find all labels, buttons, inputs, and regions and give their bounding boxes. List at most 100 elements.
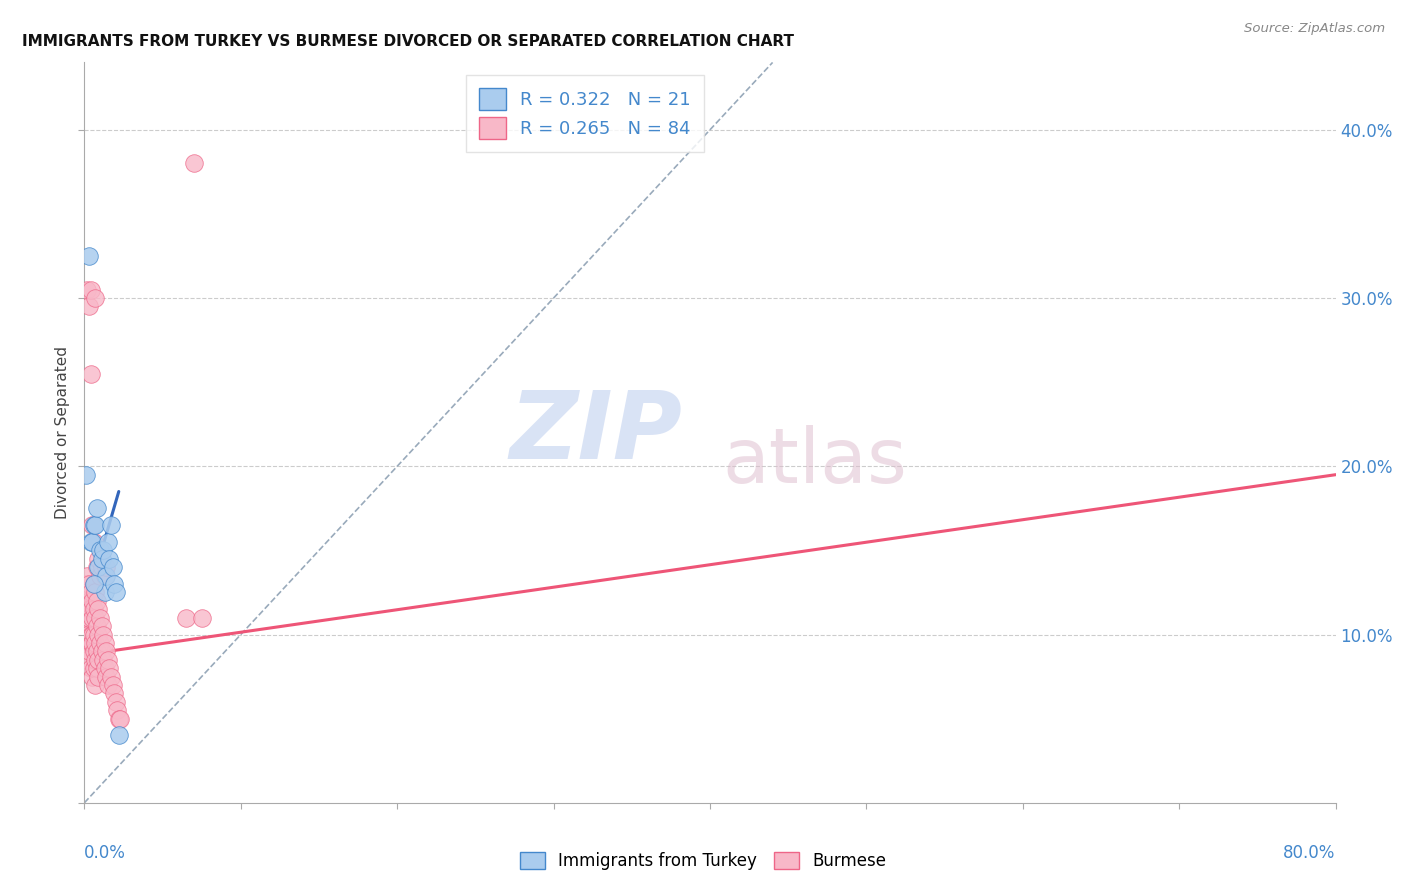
Point (77, 594, 100, 608)
Point (77, 249, 100, 263)
Point (89, 543, 111, 558)
Point (89, 610, 111, 624)
Point (76, 585, 98, 599)
Point (83, 644, 105, 658)
Point (84, 653, 107, 667)
Point (100, 670, 122, 684)
Point (86, 560, 108, 574)
Point (93, 585, 115, 599)
Point (76, 627, 98, 641)
Point (79, 367, 101, 381)
Point (86, 501, 108, 516)
Point (174, 610, 197, 624)
Point (76, 653, 98, 667)
Point (83, 577, 105, 591)
Point (84, 636, 107, 650)
Point (84, 610, 107, 624)
Point (77, 636, 100, 650)
Point (82, 670, 104, 684)
Point (91, 653, 114, 667)
Point (75, 619, 97, 633)
Point (86, 619, 108, 633)
Point (105, 703, 128, 717)
Point (76, 619, 98, 633)
Point (107, 712, 129, 726)
Text: atlas: atlas (723, 425, 907, 500)
Point (76, 644, 98, 658)
Point (87, 670, 110, 684)
Point (190, 610, 212, 624)
Point (87, 627, 110, 641)
Point (96, 568, 118, 582)
Point (83, 577, 105, 591)
Point (86, 661, 108, 675)
Point (100, 518, 122, 533)
Point (103, 686, 125, 700)
Point (96, 560, 118, 574)
Point (90, 560, 112, 574)
Point (82, 535, 104, 549)
Text: 0.0%: 0.0% (84, 844, 127, 862)
Point (87, 653, 110, 667)
Point (79, 283, 101, 297)
Legend: R = 0.322   N = 21, R = 0.265   N = 84: R = 0.322 N = 21, R = 0.265 N = 84 (467, 75, 703, 152)
Point (76, 283, 98, 297)
Point (79, 602, 101, 616)
Point (90, 619, 112, 633)
Point (82, 627, 104, 641)
Point (103, 577, 125, 591)
Point (98, 661, 121, 675)
Point (97, 678, 120, 692)
Point (96, 670, 118, 684)
Point (77, 644, 100, 658)
Point (79, 585, 101, 599)
Point (79, 627, 101, 641)
Point (87, 602, 110, 616)
Point (75, 577, 97, 591)
Point (84, 585, 107, 599)
Point (104, 585, 127, 599)
Point (75, 610, 97, 624)
Point (96, 644, 118, 658)
Point (101, 678, 124, 692)
Point (101, 560, 124, 574)
Point (91, 543, 114, 558)
Point (83, 535, 105, 549)
Point (77, 577, 100, 591)
Point (84, 518, 107, 533)
Point (77, 300, 100, 314)
Point (89, 568, 111, 582)
Point (84, 291, 107, 305)
Point (87, 560, 110, 574)
Point (86, 644, 108, 658)
Point (79, 535, 101, 549)
Point (90, 551, 112, 566)
Point (83, 627, 105, 641)
Point (75, 602, 97, 616)
Point (79, 661, 101, 675)
Point (90, 644, 112, 658)
Point (82, 518, 104, 533)
Point (75, 594, 97, 608)
Text: ZIP: ZIP (510, 386, 683, 479)
Point (87, 551, 110, 566)
Point (89, 636, 111, 650)
Point (83, 518, 105, 533)
Point (97, 535, 120, 549)
Point (76, 568, 98, 582)
Point (76, 610, 98, 624)
Point (97, 653, 120, 667)
Point (82, 610, 104, 624)
Point (107, 729, 129, 743)
Point (77, 610, 100, 624)
Text: 80.0%: 80.0% (1284, 844, 1336, 862)
Point (79, 636, 101, 650)
Point (104, 695, 127, 709)
Point (93, 661, 115, 675)
Point (77, 602, 100, 616)
Point (75, 467, 97, 482)
Point (93, 568, 115, 582)
Text: Source: ZipAtlas.com: Source: ZipAtlas.com (1244, 22, 1385, 36)
Point (76, 602, 98, 616)
Point (91, 627, 114, 641)
